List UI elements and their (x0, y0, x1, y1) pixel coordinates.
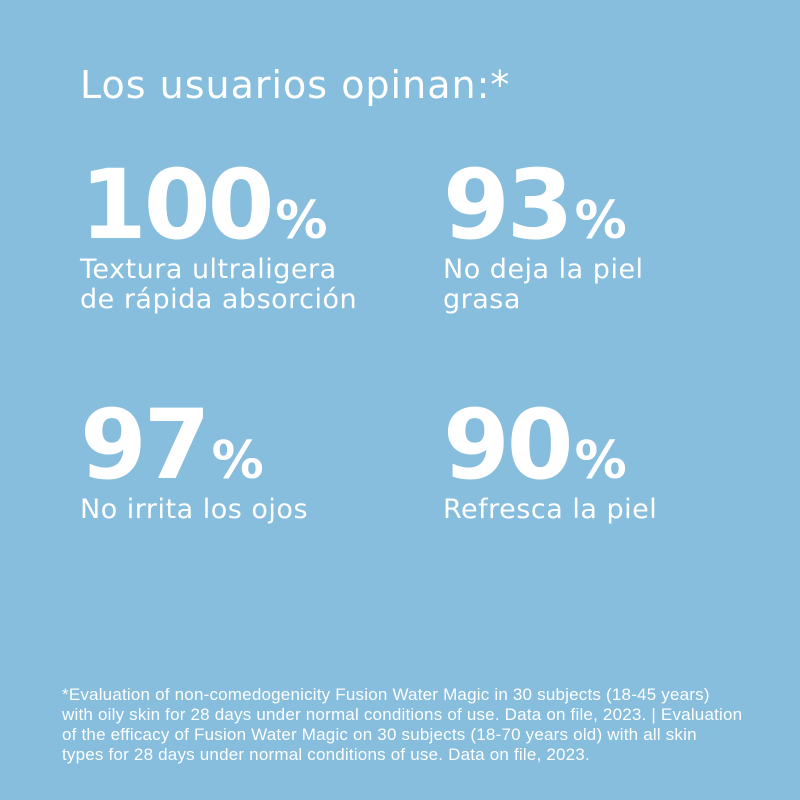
caption-line: grasa (443, 284, 521, 315)
stat-number: 100 (80, 149, 274, 261)
stat-caption-no-grease: No deja la piel grasa (443, 255, 644, 315)
stat-refreshes: 90% (443, 397, 627, 493)
caption-line: de rápida absorción (80, 284, 358, 315)
stat-no-grease: 93% (443, 157, 627, 253)
percent-sign: % (574, 191, 627, 251)
stat-value: 90% (443, 397, 627, 493)
stat-texture: 100% (80, 157, 328, 253)
footnote-line: with oily skin for 28 days under normal … (62, 705, 743, 724)
percent-sign: % (211, 431, 264, 491)
stat-value: 100% (80, 157, 328, 253)
stat-value: 97% (80, 397, 264, 493)
stat-no-eye-irritation: 97% (80, 397, 264, 493)
caption-line: Refresca la piel (443, 494, 658, 525)
stat-number: 93 (443, 149, 574, 261)
caption-line: Textura ultraligera (80, 254, 337, 285)
caption-line: No irrita los ojos (80, 494, 309, 525)
page-title: Los usuarios opinan:* (80, 63, 511, 108)
footnote-line: *Evaluation of non-comedogenicity Fusion… (62, 685, 710, 704)
stat-caption-refreshes: Refresca la piel (443, 495, 657, 525)
footnote-line: types for 28 days under normal condition… (62, 745, 590, 764)
percent-sign: % (574, 431, 627, 491)
stat-number: 90 (443, 389, 574, 501)
stat-caption-texture: Textura ultraligera de rápida absorción (80, 255, 357, 315)
footnote: *Evaluation of non-comedogenicity Fusion… (62, 685, 742, 765)
stat-value: 93% (443, 157, 627, 253)
caption-line: No deja la piel (443, 254, 644, 285)
stat-caption-no-eye-irritation: No irrita los ojos (80, 495, 308, 525)
stat-number: 97 (80, 389, 211, 501)
footnote-line: of the efficacy of Fusion Water Magic on… (62, 725, 697, 744)
percent-sign: % (275, 191, 328, 251)
